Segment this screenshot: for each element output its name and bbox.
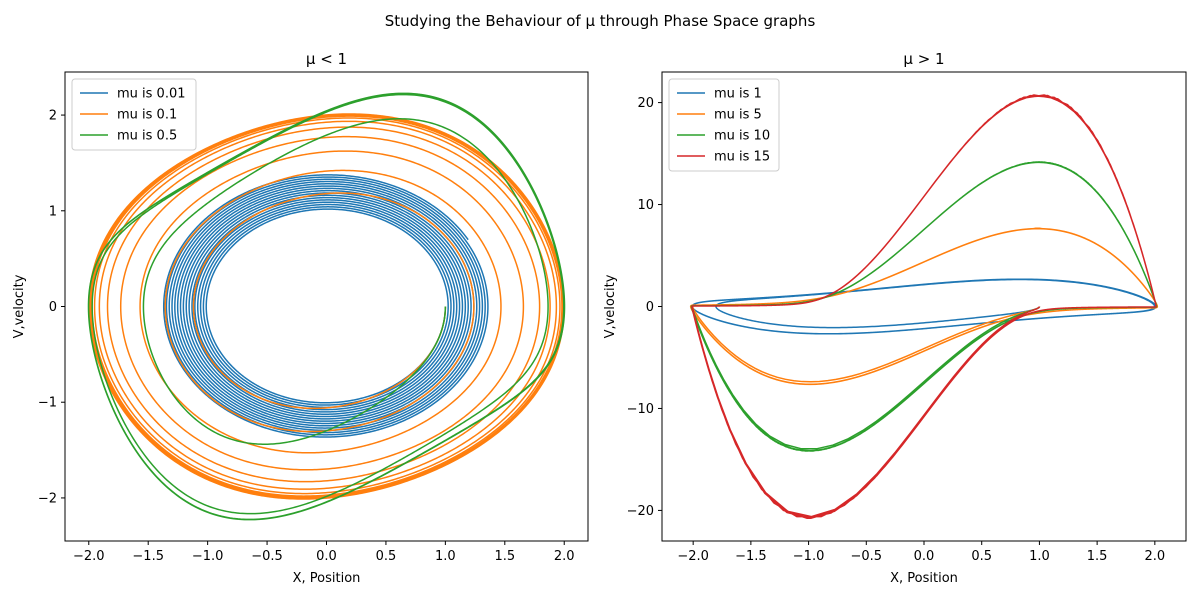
- legend: mu is 0.01 mu is 0.1 mu is 0.5: [71, 78, 197, 151]
- x-tick-label: 1.0: [435, 549, 456, 564]
- series-line-mu-is-0_01: [162, 174, 489, 438]
- x-tick-label: 0.0: [914, 549, 935, 564]
- axes-title: μ > 1: [903, 50, 944, 68]
- y-tick-label: 2: [49, 109, 57, 124]
- legend-entry: mu is 0.5: [117, 129, 177, 144]
- legend-entry: mu is 5: [714, 108, 762, 123]
- y-axis-label: V,velocity: [12, 274, 27, 338]
- series-line-mu-is-10: [690, 161, 1158, 452]
- x-tick-label: −0.5: [251, 549, 283, 564]
- y-tick-label: −1: [38, 396, 57, 411]
- series-line-mu-is-1: [691, 278, 1157, 335]
- series-line-mu-is-5: [689, 227, 1159, 386]
- x-tick-label: 2.0: [554, 549, 575, 564]
- x-tick-label: 0.5: [376, 549, 397, 564]
- x-tick-label: 1.5: [1087, 549, 1108, 564]
- x-tick-label: −1.0: [793, 549, 825, 564]
- axes-title: μ < 1: [306, 50, 347, 68]
- series-lines: [87, 92, 566, 521]
- legend-entry: mu is 15: [714, 150, 770, 165]
- x-tick-label: 2.0: [1144, 549, 1165, 564]
- x-axis-label: X, Position: [890, 571, 958, 586]
- figure-suptitle: Studying the Behaviour of μ through Phas…: [385, 12, 816, 30]
- series-line-mu-is-0_5: [87, 92, 566, 521]
- x-tick-label: −1.5: [132, 549, 164, 564]
- y-axis-label: V,velocity: [603, 274, 618, 338]
- legend-box: [71, 78, 197, 151]
- y-tick-label: −20: [627, 504, 654, 519]
- series-line-mu-is-0_1: [88, 113, 565, 500]
- series-lines: [689, 94, 1159, 520]
- x-tick-label: 0.5: [971, 549, 992, 564]
- y-tick-label: −2: [38, 491, 57, 506]
- x-tick-label: 1.0: [1029, 549, 1050, 564]
- x-tick-label: −1.0: [192, 549, 224, 564]
- subplot-mu-greater-than-1: −2.0 −1.5 −1.0 −0.5 0.0 0.5 1.0 1.5 2.0 −20 −10 0 10…: [603, 50, 1187, 586]
- x-tick-label: 0.0: [316, 549, 337, 564]
- x-tick-label: −1.5: [735, 549, 767, 564]
- legend: mu is 1 mu is 5 mu is 10 mu is 15: [668, 78, 780, 172]
- y-tick-label: −10: [627, 402, 654, 417]
- x-tick-label: −0.5: [851, 549, 883, 564]
- y-tick-label: 1: [49, 204, 57, 219]
- legend-box: [668, 78, 780, 172]
- y-tick-label: 20: [637, 96, 654, 111]
- x-axis-label: X, Position: [293, 571, 361, 586]
- legend-entry: mu is 0.1: [117, 108, 177, 123]
- legend-entry: mu is 0.01: [117, 87, 186, 102]
- legend-entry: mu is 10: [714, 129, 770, 144]
- x-tick-label: 1.5: [494, 549, 515, 564]
- x-tick-label: −2.0: [677, 549, 709, 564]
- subplot-mu-less-than-1: −2.0 −1.5 −1.0 −0.5 0.0 0.5 1.0 1.5 2.0 −2 −1 0 1 2 μ …: [12, 50, 589, 586]
- legend-entry: mu is 1: [714, 87, 762, 102]
- y-tick-label: 0: [646, 300, 654, 315]
- x-tick-label: −2.0: [73, 549, 105, 564]
- y-tick-label: 0: [49, 300, 57, 315]
- series-line-mu-is-15: [691, 94, 1157, 520]
- y-tick-label: 10: [637, 198, 654, 213]
